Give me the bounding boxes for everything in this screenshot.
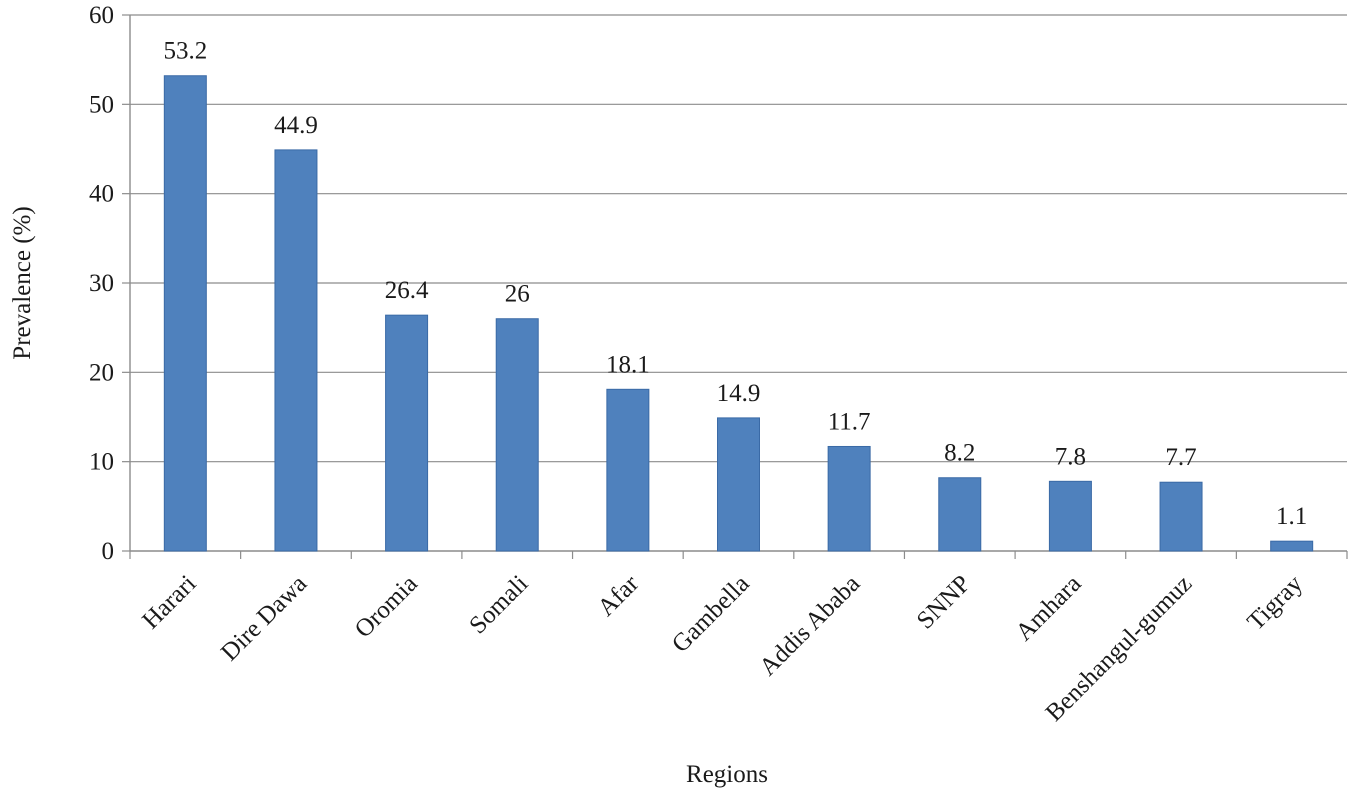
y-tick-labels: 0 10 20 30 40 50 60 [89,2,114,565]
x-category-label: SNNP [912,570,976,634]
x-category-label: Somali [464,570,533,639]
y-tick-label: 10 [89,449,114,476]
y-tick-label: 30 [89,270,114,297]
y-tick-label: 20 [89,359,114,386]
data-labels: 53.2 44.9 26.4 26 18.1 14.9 11.7 8.2 7.8 7.7 1.1 [163,38,1307,530]
bar-dire-dawa [274,149,318,552]
bar-harari [163,75,207,552]
bar-benshangul-gumuz [1159,481,1203,552]
x-category-label: Afar [593,570,645,622]
x-category-label: Gambella [667,570,755,658]
x-category-label: Addis Ababa [754,570,865,681]
y-axis-title: Prevalence (%) [9,206,36,359]
x-category-label: Harari [137,570,201,634]
data-label: 14.9 [717,380,761,407]
bar-somali [495,318,539,552]
y-tick-label: 60 [89,2,114,29]
x-category-label: Dire Dawa [216,570,312,666]
bar-tigray [1270,540,1314,552]
data-label: 44.9 [274,112,318,139]
bar-oromia [385,314,429,552]
y-tick-label: 0 [102,538,115,565]
bar-gambella [717,417,760,552]
y-tick-label: 50 [89,91,114,118]
data-label: 18.1 [606,351,650,378]
bar-afar [606,388,650,552]
data-label: 11.7 [828,408,871,435]
x-category-label: Tigray [1242,570,1308,636]
data-label: 26.4 [385,277,429,304]
x-category-label: Amhara [1011,570,1087,646]
gridlines [130,14,1347,463]
data-label: 26 [505,281,530,308]
data-label: 7.8 [1055,443,1086,470]
bar-amhara [1048,480,1092,552]
data-label: 8.2 [944,440,975,467]
bar-snnp [938,477,982,552]
bars [163,75,1314,552]
data-label: 53.2 [163,38,207,65]
data-label: 1.1 [1276,503,1307,530]
data-label: 7.7 [1165,444,1196,471]
x-category-labels: Harari Dire Dawa Oromia Somali Afar Gambella A… [137,570,1308,727]
bar-addis-ababa [827,445,871,552]
x-category-label: Oromia [350,570,423,643]
x-axis-title: Regions [686,761,768,788]
y-tick-label: 40 [89,181,114,208]
